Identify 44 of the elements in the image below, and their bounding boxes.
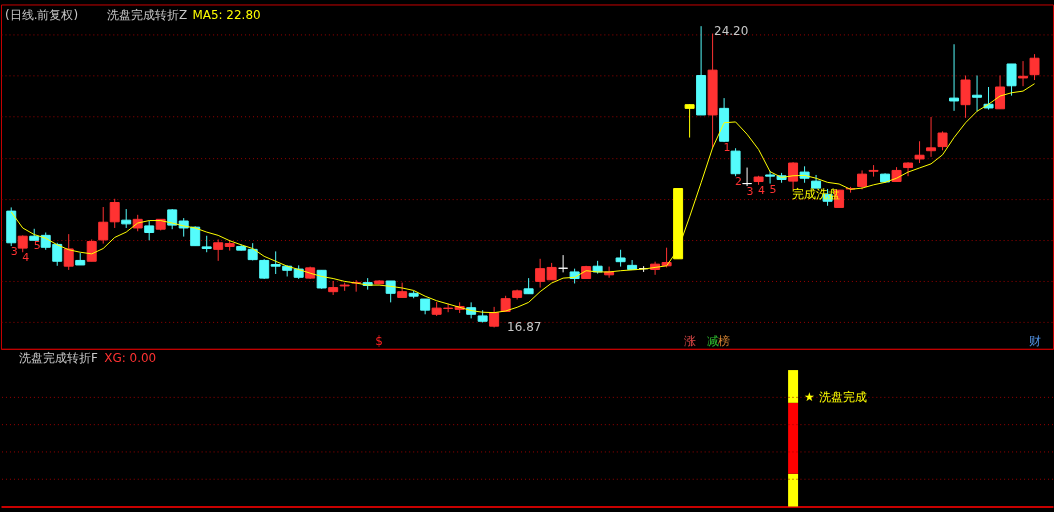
text: XG: 0.00 (104, 350, 157, 365)
annotation: 1 (723, 141, 731, 155)
candlestick (684, 103, 695, 139)
annotation: 4 (22, 251, 30, 265)
chart-subtitle: 洗盘完成转折Z (107, 8, 188, 23)
text: $ (375, 333, 383, 348)
candlestick (730, 147, 741, 177)
candlestick (788, 161, 799, 190)
annotation: 4 (758, 183, 766, 197)
chart-title: 洗盘完成转折F (18, 350, 98, 365)
candlestick (1018, 60, 1029, 87)
candlestick (121, 208, 132, 229)
candlestick (63, 233, 74, 271)
candlestick (857, 169, 868, 190)
chart-title: (日线.前复权) (4, 8, 79, 23)
annotation: 5 (33, 239, 41, 253)
candlestick (903, 161, 914, 177)
annotation: ★ 洗盘完成 (804, 389, 867, 404)
candlestick (995, 74, 1006, 110)
candlestick (914, 140, 925, 164)
candlestick (316, 269, 327, 290)
candlestick (213, 238, 224, 262)
annotation: 24.20 (714, 24, 749, 39)
text: 榜 (718, 333, 731, 348)
text: 涨 (683, 333, 696, 348)
annotation: 5 (769, 182, 777, 196)
annotation: 2 (735, 175, 743, 189)
candlestick (949, 43, 960, 112)
text: 减 (706, 333, 719, 348)
annotation: 16.87 (507, 320, 542, 335)
text: 财 (1028, 333, 1041, 348)
annotation: 3 (746, 185, 754, 199)
candlestick (98, 206, 109, 245)
candlestick (868, 164, 879, 178)
candlestick (1029, 53, 1040, 81)
text: MA5: 22.80 (192, 8, 261, 23)
candlestick (1006, 63, 1017, 97)
candlestick (972, 74, 983, 112)
candlestick (259, 258, 270, 280)
candlestick (926, 116, 937, 158)
annotation: 3 (10, 245, 18, 259)
candlestick (144, 220, 155, 241)
candlestick (109, 198, 120, 229)
candlestick (937, 130, 948, 151)
